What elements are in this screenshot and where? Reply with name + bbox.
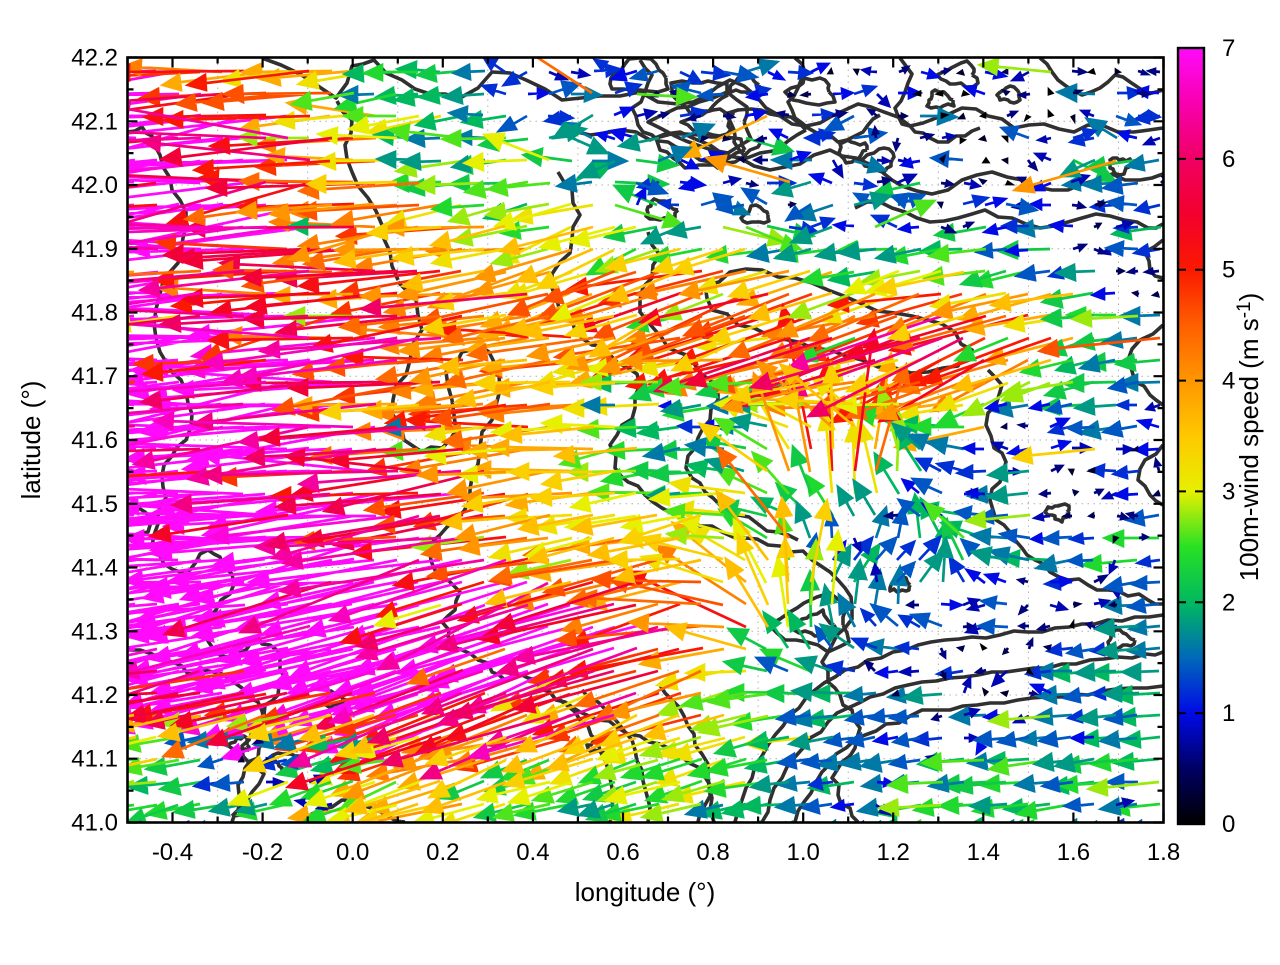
svg-text:-0.2: -0.2	[242, 839, 283, 866]
svg-text:0.8: 0.8	[696, 839, 729, 866]
svg-text:41.4: 41.4	[71, 555, 118, 582]
svg-text:41.0: 41.0	[71, 810, 118, 837]
svg-text:0: 0	[1222, 811, 1235, 838]
svg-text:41.2: 41.2	[71, 682, 118, 709]
svg-text:41.5: 41.5	[71, 491, 118, 518]
svg-text:1.2: 1.2	[877, 839, 910, 866]
svg-text:5: 5	[1222, 257, 1235, 284]
svg-text:longitude (°): longitude (°)	[575, 877, 715, 907]
svg-text:42.2: 42.2	[71, 45, 118, 72]
svg-text:7: 7	[1222, 35, 1235, 62]
svg-text:6: 6	[1222, 146, 1235, 173]
svg-text:-0.4: -0.4	[152, 839, 193, 866]
svg-text:41.7: 41.7	[71, 363, 118, 390]
svg-text:0.2: 0.2	[426, 839, 459, 866]
svg-text:1.6: 1.6	[1057, 839, 1090, 866]
svg-text:2: 2	[1222, 589, 1235, 616]
svg-text:4: 4	[1222, 368, 1235, 395]
svg-text:1.0: 1.0	[787, 839, 820, 866]
svg-text:41.6: 41.6	[71, 427, 118, 454]
svg-text:100m-wind speed (m s-1): 100m-wind speed (m s-1)	[1234, 293, 1264, 582]
svg-text:1.8: 1.8	[1147, 839, 1180, 866]
svg-text:41.8: 41.8	[71, 300, 118, 327]
svg-text:1: 1	[1222, 700, 1235, 727]
svg-text:1.4: 1.4	[967, 839, 1000, 866]
svg-text:41.1: 41.1	[71, 746, 118, 773]
svg-text:42.1: 42.1	[71, 108, 118, 135]
svg-text:3: 3	[1222, 478, 1235, 505]
svg-text:41.3: 41.3	[71, 618, 118, 645]
svg-text:0.4: 0.4	[516, 839, 549, 866]
svg-text:42.0: 42.0	[71, 172, 118, 199]
svg-text:41.9: 41.9	[71, 236, 118, 263]
svg-text:latitude (°): latitude (°)	[16, 381, 46, 500]
svg-text:0.0: 0.0	[336, 839, 369, 866]
svg-text:0.6: 0.6	[606, 839, 639, 866]
